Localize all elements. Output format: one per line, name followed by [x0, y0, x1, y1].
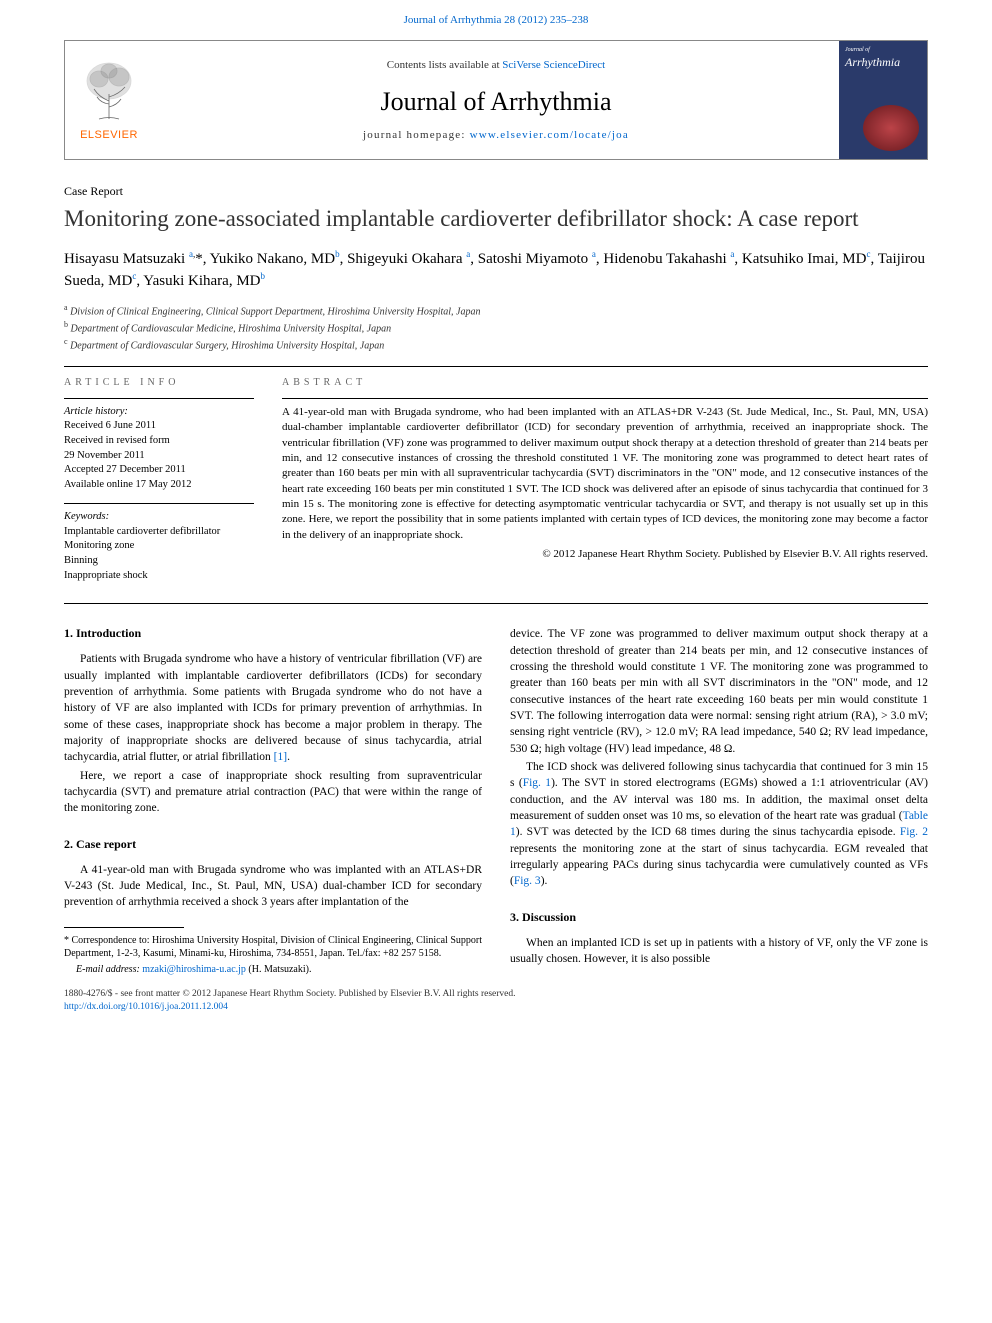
journal-name: Journal of Arrhythmia — [380, 87, 611, 117]
article-title: Monitoring zone-associated implantable c… — [64, 205, 928, 234]
affil-ref-a4[interactable]: a — [730, 249, 734, 259]
affil-text: Division of Clinical Engineering, Clinic… — [70, 306, 480, 317]
affil-sup: b — [64, 320, 68, 329]
abstract-body: A 41-year-old man with Brugada syndrome,… — [282, 406, 928, 541]
ref-1-link[interactable]: [1] — [274, 751, 287, 763]
affil-ref-b[interactable]: b — [335, 249, 340, 259]
article-history: Article history: Received 6 June 2011 Re… — [64, 398, 254, 493]
homepage-link[interactable]: www.elsevier.com/locate/joa — [470, 129, 629, 141]
section-2-heading: 2. Case report — [64, 837, 482, 852]
keywords-block: Keywords: Implantable cardioverter defib… — [64, 503, 254, 583]
history-label: Article history: — [64, 405, 254, 420]
email-footnote: E-mail address: mzaki@hiroshima-u.ac.jp … — [64, 963, 482, 977]
homepage-prefix: journal homepage: — [363, 129, 470, 141]
history-line: Accepted 27 December 2011 — [64, 463, 254, 478]
section-2-p1: A 41-year-old man with Brugada syndrome … — [64, 862, 482, 911]
body-columns: 1. Introduction Patients with Brugada sy… — [64, 626, 928, 978]
email-suffix: (H. Matsuzaki). — [246, 964, 312, 975]
affiliation-a: a Division of Clinical Engineering, Clin… — [64, 302, 928, 319]
section-1-heading: 1. Introduction — [64, 626, 482, 641]
right-column: device. The VF zone was programmed to de… — [510, 626, 928, 978]
affil-sup: a — [64, 303, 68, 312]
article-info-heading: article info — [64, 377, 254, 388]
journal-header-center: Contents lists available at SciVerse Sci… — [153, 41, 839, 159]
p-text: ). SVT was detected by the ICD 68 times … — [516, 826, 900, 838]
history-line: 29 November 2011 — [64, 449, 254, 464]
section-3-heading: 3. Discussion — [510, 910, 928, 925]
journal-cover-thumbnail — [839, 41, 927, 159]
affil-ref-a2[interactable]: a — [466, 249, 470, 259]
cover-heart-icon — [863, 105, 919, 151]
affil-ref-a[interactable]: a — [189, 249, 193, 259]
section-1-p2: Here, we report a case of inappropriate … — [64, 768, 482, 817]
section-2-p3: The ICD shock was delivered following si… — [510, 759, 928, 890]
affil-ref-b2[interactable]: b — [261, 271, 266, 281]
abstract-heading: abstract — [282, 377, 928, 388]
divider — [64, 366, 928, 367]
contents-prefix: Contents lists available at — [387, 59, 502, 71]
correspondence-footnote: * Correspondence to: Hiroshima Universit… — [64, 934, 482, 961]
doi-link[interactable]: http://dx.doi.org/10.1016/j.joa.2011.12.… — [64, 1002, 228, 1012]
author-email-link[interactable]: mzaki@hiroshima-u.ac.jp — [142, 964, 246, 975]
abstract-copyright: © 2012 Japanese Heart Rhythm Society. Pu… — [282, 547, 928, 562]
p-text: ). — [541, 875, 548, 887]
affiliations: a Division of Clinical Engineering, Clin… — [64, 302, 928, 354]
history-line: Received 6 June 2011 — [64, 419, 254, 434]
journal-header-box: ELSEVIER Contents lists available at Sci… — [64, 40, 928, 160]
email-label: E-mail address: — [76, 964, 142, 975]
footer-copyright: 1880-4276/$ - see front matter © 2012 Ja… — [64, 988, 928, 1001]
affil-ref-a3[interactable]: a — [592, 249, 596, 259]
author-list: Hisayasu Matsuzaki a,*, Yukiko Nakano, M… — [64, 248, 928, 292]
p-text: ). The SVT in stored electrograms (EGMs)… — [510, 777, 928, 822]
citation-link[interactable]: Journal of Arrhythmia 28 (2012) 235–238 — [404, 14, 589, 26]
fig-1-link[interactable]: Fig. 1 — [523, 777, 551, 789]
keyword: Inappropriate shock — [64, 569, 254, 584]
publisher-name: ELSEVIER — [80, 129, 138, 141]
section-2-p2: device. The VF zone was programmed to de… — [510, 626, 928, 757]
publisher-logo: ELSEVIER — [65, 41, 153, 159]
section-1-p1: Patients with Brugada syndrome who have … — [64, 651, 482, 765]
affil-ref-c2[interactable]: c — [132, 271, 136, 281]
affil-sup: c — [64, 337, 68, 346]
page-footer: 1880-4276/$ - see front matter © 2012 Ja… — [64, 988, 928, 1014]
affil-text: Department of Cardiovascular Medicine, H… — [71, 323, 392, 334]
affiliation-c: c Department of Cardiovascular Surgery, … — [64, 336, 928, 353]
keyword: Monitoring zone — [64, 539, 254, 554]
keyword: Implantable cardioverter defibrillator — [64, 525, 254, 540]
citation-header: Journal of Arrhythmia 28 (2012) 235–238 — [0, 0, 992, 36]
history-line: Received in revised form — [64, 434, 254, 449]
p-text: represents the monitoring zone at the st… — [510, 843, 928, 888]
fig-3-link[interactable]: Fig. 3 — [514, 875, 541, 887]
divider — [64, 603, 928, 604]
p-text: . — [287, 751, 290, 763]
keyword: Binning — [64, 554, 254, 569]
abstract-block: abstract A 41-year-old man with Brugada … — [282, 377, 928, 594]
affil-ref-c[interactable]: c — [866, 249, 870, 259]
article-info-block: article info Article history: Received 6… — [64, 377, 254, 594]
affiliation-b: b Department of Cardiovascular Medicine,… — [64, 319, 928, 336]
elsevier-tree-icon — [79, 59, 139, 125]
info-abstract-row: article info Article history: Received 6… — [64, 377, 928, 594]
article-type: Case Report — [64, 184, 928, 199]
section-3-p1: When an implanted ICD is set up in patie… — [510, 935, 928, 968]
abstract-text: A 41-year-old man with Brugada syndrome,… — [282, 398, 928, 563]
p-text: Patients with Brugada syndrome who have … — [64, 653, 482, 763]
fig-2-link[interactable]: Fig. 2 — [900, 826, 928, 838]
journal-homepage-line: journal homepage: www.elsevier.com/locat… — [363, 129, 629, 141]
footnote-separator — [64, 927, 184, 928]
contents-available-line: Contents lists available at SciVerse Sci… — [387, 59, 605, 71]
sciencedirect-link[interactable]: SciVerse ScienceDirect — [502, 59, 605, 71]
history-line: Available online 17 May 2012 — [64, 478, 254, 493]
keywords-label: Keywords: — [64, 510, 254, 525]
affil-text: Department of Cardiovascular Surgery, Hi… — [70, 341, 384, 352]
left-column: 1. Introduction Patients with Brugada sy… — [64, 626, 482, 978]
